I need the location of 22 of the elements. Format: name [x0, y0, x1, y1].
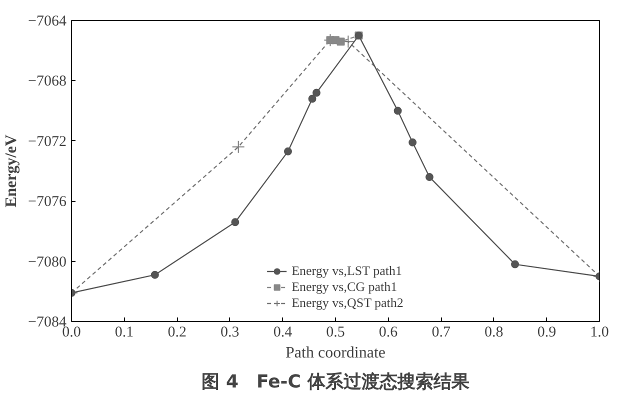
- y-axis-title: Energy/eV: [3, 134, 20, 208]
- legend-label: Energy vs,QST path2: [292, 295, 404, 311]
- x-tick-label: 0.8: [484, 324, 504, 340]
- x-axis-title: Path coordinate: [286, 344, 386, 362]
- y-tick-label: −7076: [28, 194, 67, 210]
- x-tick-label: 0.1: [114, 324, 134, 340]
- legend-label: Energy vs,CG path1: [292, 279, 398, 295]
- x-tick-label: 1.0: [590, 324, 609, 340]
- x-tick-label: 0.3: [220, 324, 240, 340]
- x-tick-label: 0.2: [168, 324, 186, 340]
- legend-label: Energy vs,LST path1: [292, 263, 402, 279]
- x-tick-label: 0.4: [273, 324, 293, 340]
- y-tick-label: −7068: [28, 74, 67, 90]
- x-tick-label: 0.5: [326, 324, 345, 340]
- text: 图 4 Fe-C 体系过渡态搜索结果: [202, 372, 470, 392]
- x-tick-label: 0.9: [537, 324, 556, 340]
- y-tick-label: −7072: [28, 134, 67, 150]
- x-tick-label: 0.6: [378, 324, 398, 340]
- y-tick-label: −7080: [28, 254, 67, 270]
- x-tick-label: 0.7: [432, 324, 451, 340]
- x-tick-label: 0.0: [62, 324, 81, 340]
- y-tick-label: −7064: [28, 14, 67, 30]
